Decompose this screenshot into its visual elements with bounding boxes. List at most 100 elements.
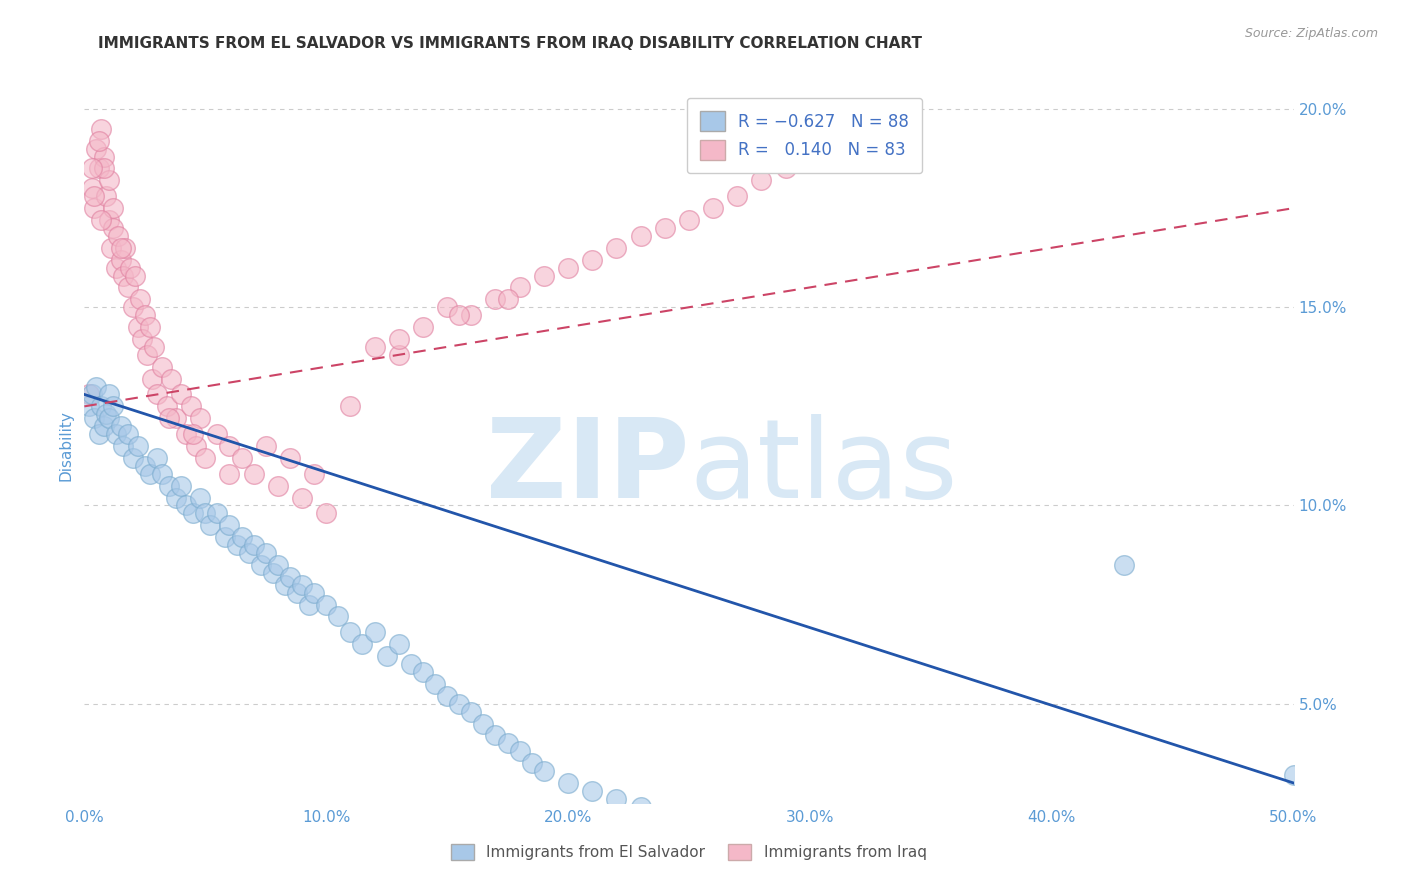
Point [93,161,115,176]
Point [436,300,458,314]
Point [93,150,115,164]
Point [328,609,350,624]
Point [775,161,797,176]
Point [143,340,166,354]
Point [231,450,253,465]
Point [155,400,177,414]
Point [160,371,183,385]
Point [581,784,603,798]
Point [1258,883,1281,892]
Point [80,387,103,401]
Point [291,578,314,592]
Point [157,478,180,492]
Point [278,570,301,584]
Point [127,320,149,334]
Point [138,467,160,481]
Point [150,359,173,374]
Point [184,439,207,453]
Point [136,348,159,362]
Point [129,293,152,307]
Point [146,387,169,401]
Point [484,728,506,742]
Point [799,847,821,862]
Point [218,467,240,481]
Point [484,293,506,307]
Point [225,538,247,552]
Point [93,419,115,434]
Point [218,518,240,533]
Point [285,585,308,599]
Point [180,400,202,414]
Point [83,411,105,425]
Point [242,538,264,552]
Point [207,507,229,521]
Point [262,566,284,580]
Point [127,439,149,453]
Point [654,807,676,822]
Point [274,578,297,592]
Text: ZIP: ZIP [485,414,689,521]
Point [165,411,187,425]
Point [678,815,700,830]
Point [121,450,143,465]
Point [1234,883,1257,892]
Point [496,736,519,750]
Point [90,121,112,136]
Point [509,280,531,294]
Point [254,439,277,453]
Point [725,831,748,846]
Point [339,400,361,414]
Point [194,507,217,521]
Point [399,657,422,671]
Point [702,201,724,215]
Point [214,530,236,544]
Point [114,241,136,255]
Point [412,665,434,679]
Point [86,379,108,393]
Y-axis label: Disability: Disability [58,410,73,482]
Point [533,764,555,778]
Point [678,213,700,227]
Point [80,161,103,176]
Point [174,427,197,442]
Point [993,875,1015,889]
Point [117,427,139,442]
Point [581,252,603,267]
Point [605,792,627,806]
Point [134,308,156,322]
Point [315,507,337,521]
Point [799,150,821,164]
Point [124,268,146,283]
Point [138,320,160,334]
Point [298,598,321,612]
Point [190,491,212,505]
Point [104,260,127,275]
Point [412,320,434,334]
Point [94,407,117,421]
Point [291,491,314,505]
Point [557,776,579,790]
Point [388,348,411,362]
Point [198,518,221,533]
Point [231,530,253,544]
Point [267,478,290,492]
Legend: Immigrants from El Salvador, Immigrants from Iraq: Immigrants from El Salvador, Immigrants … [446,838,932,866]
Point [460,308,482,322]
Point [302,467,325,481]
Text: Source: ZipAtlas.com: Source: ZipAtlas.com [1244,27,1378,40]
Point [630,799,652,814]
Point [250,558,273,572]
Point [751,173,773,187]
Point [194,450,217,465]
Point [278,450,301,465]
Point [352,637,374,651]
Point [100,241,122,255]
Point [654,221,676,235]
Point [1114,558,1136,572]
Point [388,637,411,651]
Point [104,427,127,442]
Point [87,161,110,176]
Point [157,411,180,425]
Point [509,744,531,758]
Point [267,558,290,572]
